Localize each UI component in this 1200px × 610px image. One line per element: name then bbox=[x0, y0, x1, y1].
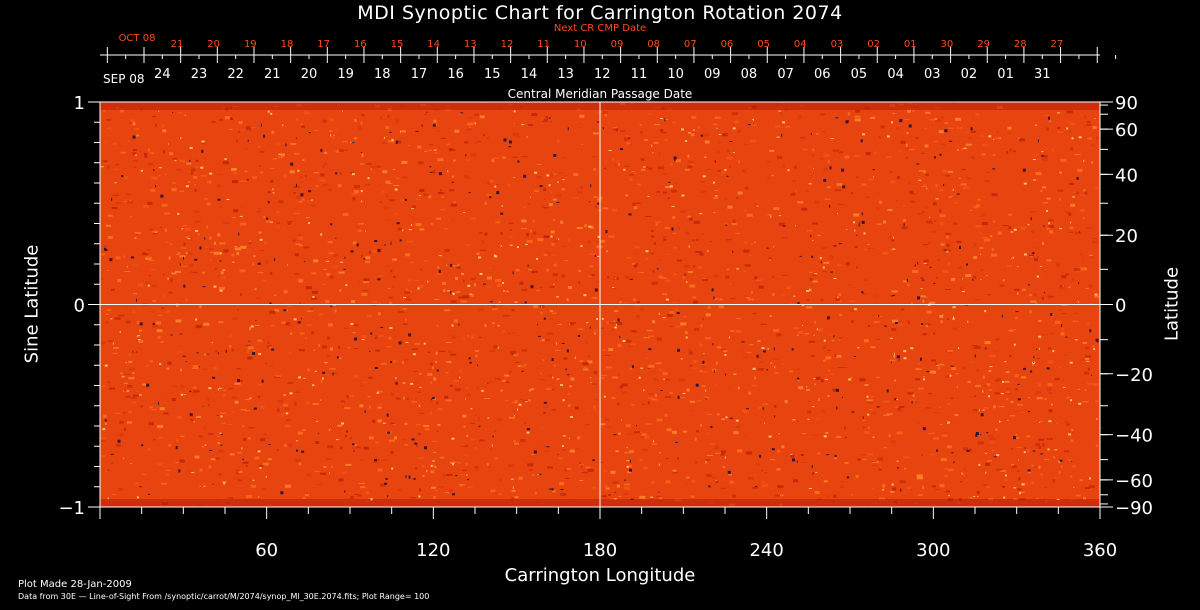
next-cr-date-label: 11 bbox=[537, 39, 550, 50]
next-cr-date-label: 14 bbox=[427, 39, 440, 50]
cmp-date-label: 04 bbox=[887, 67, 904, 82]
cmp-date-label: 21 bbox=[264, 67, 281, 82]
x-tick-label: 300 bbox=[916, 540, 950, 561]
next-cr-date-label: 13 bbox=[464, 39, 477, 50]
y-tick-label-right: −40 bbox=[1115, 426, 1153, 447]
cmp-date-label: 08 bbox=[741, 67, 758, 82]
next-cr-date-label: 18 bbox=[281, 39, 294, 50]
next-cr-date-label: 03 bbox=[831, 39, 844, 50]
cmp-date-label: 17 bbox=[411, 67, 428, 82]
y-tick-label-right: −90 bbox=[1115, 498, 1153, 519]
next-cr-date-label: 02 bbox=[867, 39, 880, 50]
next-cr-date-label: 17 bbox=[317, 39, 330, 50]
y-tick-label-right: −20 bbox=[1115, 365, 1153, 386]
y-tick-label-left: −1 bbox=[58, 498, 85, 519]
next-cr-date-label: 09 bbox=[611, 39, 624, 50]
cmp-date-label: 01 bbox=[997, 67, 1014, 82]
cmp-date-label: 18 bbox=[374, 67, 391, 82]
cmp-date-label: 31 bbox=[1034, 67, 1051, 82]
next-cr-month-label: OCT 08 bbox=[119, 33, 156, 44]
x-tick-label: 360 bbox=[1083, 540, 1117, 561]
next-cr-title: Next CR CMP Date bbox=[553, 23, 647, 34]
next-cr-date-label: 12 bbox=[501, 39, 514, 50]
cmp-date-label: 10 bbox=[667, 67, 684, 82]
x-tick-label: 240 bbox=[749, 540, 783, 561]
next-cr-date-label: 05 bbox=[757, 39, 770, 50]
cmp-date-label: 22 bbox=[227, 67, 244, 82]
y-tick-label-left: 0 bbox=[74, 296, 85, 317]
cmp-date-label: 19 bbox=[337, 67, 354, 82]
footer-data-source: Data from 30E — Line-of-Sight From /syno… bbox=[18, 592, 430, 601]
next-cr-date-label: 15 bbox=[391, 39, 404, 50]
next-cr-date-label: 06 bbox=[721, 39, 734, 50]
next-cr-date-label: 04 bbox=[794, 39, 807, 50]
cmp-date-label: 03 bbox=[924, 67, 941, 82]
next-cr-date-label: 16 bbox=[354, 39, 367, 50]
y-tick-label-right: 40 bbox=[1115, 165, 1138, 186]
next-cr-date-label: 01 bbox=[904, 39, 917, 50]
next-cr-date-label: 27 bbox=[1051, 39, 1064, 50]
y-tick-label-right: 0 bbox=[1115, 296, 1126, 317]
next-cr-date-label: 07 bbox=[684, 39, 697, 50]
x-tick-label: 120 bbox=[416, 540, 450, 561]
cmp-date-label: 02 bbox=[961, 67, 978, 82]
next-cr-date-label: 19 bbox=[244, 39, 257, 50]
cmp-date-label: 14 bbox=[521, 67, 538, 82]
next-cr-date-label: 30 bbox=[941, 39, 954, 50]
next-cr-date-label: 08 bbox=[647, 39, 660, 50]
cmp-date-label: 15 bbox=[484, 67, 501, 82]
y-tick-label-right: 20 bbox=[1115, 226, 1138, 247]
cmp-date-label: 24 bbox=[154, 67, 171, 82]
y-tick-label-left: 1 bbox=[74, 93, 85, 114]
cmp-date-label: 23 bbox=[191, 67, 208, 82]
next-cr-date-label: 28 bbox=[1014, 39, 1027, 50]
y-tick-label-right: −60 bbox=[1115, 471, 1153, 492]
cmp-month-label: SEP 08 bbox=[103, 72, 145, 86]
cmp-date-label: 16 bbox=[447, 67, 464, 82]
chart-overlay: 60 120 180 240 300 36010−1906040200−20−40−60−… bbox=[58, 33, 1153, 561]
cmp-date-label: 05 bbox=[851, 67, 868, 82]
cmp-date-label: 11 bbox=[631, 67, 648, 82]
x-tick-label: 60 bbox=[255, 540, 278, 561]
chart-title: MDI Synoptic Chart for Carrington Rotati… bbox=[357, 2, 843, 24]
next-cr-date-label: 29 bbox=[977, 39, 990, 50]
next-cr-date-label: 21 bbox=[171, 39, 184, 50]
cmp-date-label: 09 bbox=[704, 67, 721, 82]
y-tick-label-right: 90 bbox=[1115, 93, 1138, 114]
cmp-date-label: Central Meridian Passage Date bbox=[507, 87, 693, 101]
cmp-date-label: 12 bbox=[594, 67, 611, 82]
x-tick-label: 180 bbox=[583, 540, 617, 561]
cmp-date-label: 07 bbox=[777, 67, 794, 82]
y-tick-label-right: 60 bbox=[1115, 120, 1138, 141]
cmp-date-label: 20 bbox=[301, 67, 318, 82]
cmp-date-label: 13 bbox=[557, 67, 574, 82]
next-cr-date-label: 10 bbox=[574, 39, 587, 50]
next-cr-date-label: 20 bbox=[207, 39, 220, 50]
x-axis-title: Carrington Longitude bbox=[504, 565, 696, 586]
footer-plot-made: Plot Made 28-Jan-2009 bbox=[18, 579, 132, 590]
cmp-date-label: 06 bbox=[814, 67, 831, 82]
